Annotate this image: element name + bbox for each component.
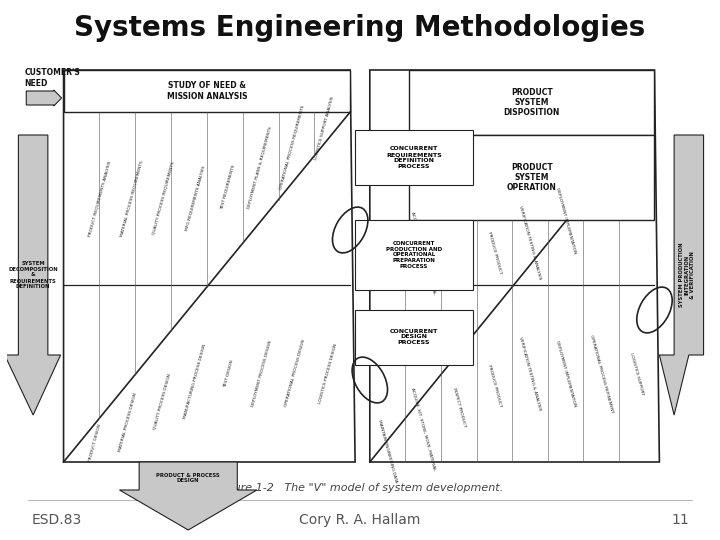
Text: 11: 11 [671, 513, 689, 527]
Text: TEST REQUIREMENTS: TEST REQUIREMENTS [220, 164, 236, 210]
Text: MATERIAL PROCESS DESIGN: MATERIAL PROCESS DESIGN [119, 393, 138, 453]
Text: PRODUCT REQUIREMENTS ANALYSIS: PRODUCT REQUIREMENTS ANALYSIS [87, 160, 112, 237]
Text: TEST DESIGN: TEST DESIGN [222, 359, 234, 388]
Text: LOGISTICS SUPPORT ANALYSIS: LOGISTICS SUPPORT ANALYSIS [314, 96, 335, 160]
Text: LOGISTICS PROCESS DESIGN: LOGISTICS PROCESS DESIGN [319, 343, 338, 404]
Text: VERIFICATION TESTING & ANALYSIS: VERIFICATION TESTING & ANALYSIS [518, 205, 541, 280]
Text: PRODUCE PRODUCT: PRODUCE PRODUCT [487, 231, 502, 274]
Text: STUDY OF NEED &
MISSION ANALYSIS: STUDY OF NEED & MISSION ANALYSIS [166, 82, 247, 100]
Text: SYSTEM
DECOMPOSITION
&
REQUIREMENTS
DEFINITION: SYSTEM DECOMPOSITION & REQUIREMENTS DEFI… [8, 261, 58, 289]
Text: Cory R. A. Hallam: Cory R. A. Hallam [300, 513, 420, 527]
Text: DEPLOYMENT IMPLEMENTATION: DEPLOYMENT IMPLEMENTATION [554, 340, 576, 407]
Text: ESD.83: ESD.83 [31, 513, 81, 527]
Polygon shape [409, 135, 654, 220]
Text: MAINTAIN ENGINEERING DATA: MAINTAIN ENGINEERING DATA [377, 419, 398, 483]
Text: QUALITY PROCESS REQUIREMENTS: QUALITY PROCESS REQUIREMENTS [152, 161, 175, 235]
Text: OPERATIONAL PROCESS REQUIREMENTS: OPERATIONAL PROCESS REQUIREMENTS [279, 105, 305, 190]
Polygon shape [370, 70, 660, 462]
Text: Figure 1-2   The "V" model of system development.: Figure 1-2 The "V" model of system devel… [217, 483, 503, 493]
Text: CONCURRENT
DESIGN
PROCESS: CONCURRENT DESIGN PROCESS [390, 329, 438, 345]
Text: Systems Engineering Methodologies: Systems Engineering Methodologies [74, 14, 646, 42]
Text: CUSTOMER'S
NEED: CUSTOMER'S NEED [24, 68, 80, 87]
Text: OPERATIONAL PROCESS DESIGN: OPERATIONAL PROCESS DESIGN [284, 339, 306, 408]
Text: DEPLOYMENT IMPLEMENTATION: DEPLOYMENT IMPLEMENTATION [554, 187, 576, 254]
Text: INSPECT PRODUCT: INSPECT PRODUCT [451, 232, 466, 273]
Text: PRODUCE PRODUCT: PRODUCE PRODUCT [487, 364, 502, 407]
Polygon shape [63, 70, 355, 462]
Polygon shape [409, 70, 654, 135]
Polygon shape [4, 135, 60, 415]
Text: ACQUIRE, KIT, STORE, MOVE, MATERIAL: ACQUIRE, KIT, STORE, MOVE, MATERIAL [410, 387, 436, 471]
Text: MATERIAL PROCESS REQUIREMENTS: MATERIAL PROCESS REQUIREMENTS [120, 160, 143, 237]
Polygon shape [355, 130, 473, 185]
Text: DEPLOYMENT PROCESS DESIGN: DEPLOYMENT PROCESS DESIGN [251, 340, 273, 407]
Polygon shape [120, 462, 257, 530]
Text: OPERATIONAL PROCESS REFINEMENT: OPERATIONAL PROCESS REFINEMENT [589, 334, 613, 413]
Text: DEPLOYMENT PLANS & REQUIREMENTS: DEPLOYMENT PLANS & REQUIREMENTS [247, 125, 273, 208]
Text: PRODUCT & PROCESS
DESIGN: PRODUCT & PROCESS DESIGN [156, 472, 220, 483]
Text: MAINTAIN ENGINEERING DATA: MAINTAIN ENGINEERING DATA [377, 220, 398, 285]
Text: PRODUCT DESIGN: PRODUCT DESIGN [88, 423, 102, 462]
Text: PRODUCT
SYSTEM
DISPOSITION: PRODUCT SYSTEM DISPOSITION [503, 87, 560, 117]
Text: QUALITY PROCESS DESIGN: QUALITY PROCESS DESIGN [152, 374, 171, 430]
Text: SYSTEM PRODUCTION
INTEGRATION
& VERIFICATION: SYSTEM PRODUCTION INTEGRATION & VERIFICA… [678, 242, 696, 307]
Text: CONCURRENT
PRODUCTION AND
OPERATIONAL
PREPARATION
PROCESS: CONCURRENT PRODUCTION AND OPERATIONAL PR… [386, 241, 442, 269]
Polygon shape [355, 220, 473, 290]
Text: CONCURRENT
REQUIREMENTS
DEFINITION
PROCESS: CONCURRENT REQUIREMENTS DEFINITION PROCE… [386, 146, 442, 168]
Polygon shape [355, 310, 473, 365]
Text: LOGISTICS SUPPORT: LOGISTICS SUPPORT [629, 352, 644, 395]
FancyArrow shape [26, 90, 62, 106]
Text: VERIFICATION TESTING & ANALYSIS: VERIFICATION TESTING & ANALYSIS [518, 336, 541, 411]
Text: PRODUCT
SYSTEM
OPERATION: PRODUCT SYSTEM OPERATION [507, 163, 557, 192]
Text: ACQUIRE, KIT, STORE, MOVE, MATERIAL: ACQUIRE, KIT, STORE, MOVE, MATERIAL [410, 211, 436, 294]
Text: INSPECT PRODUCT: INSPECT PRODUCT [451, 387, 466, 428]
Polygon shape [660, 135, 703, 415]
Polygon shape [63, 70, 350, 112]
Text: MFG REQUIREMENTS ANALYSIS: MFG REQUIREMENTS ANALYSIS [185, 166, 207, 232]
Text: MANUFACTURING PROCESS DESIGN: MANUFACTURING PROCESS DESIGN [183, 344, 207, 420]
